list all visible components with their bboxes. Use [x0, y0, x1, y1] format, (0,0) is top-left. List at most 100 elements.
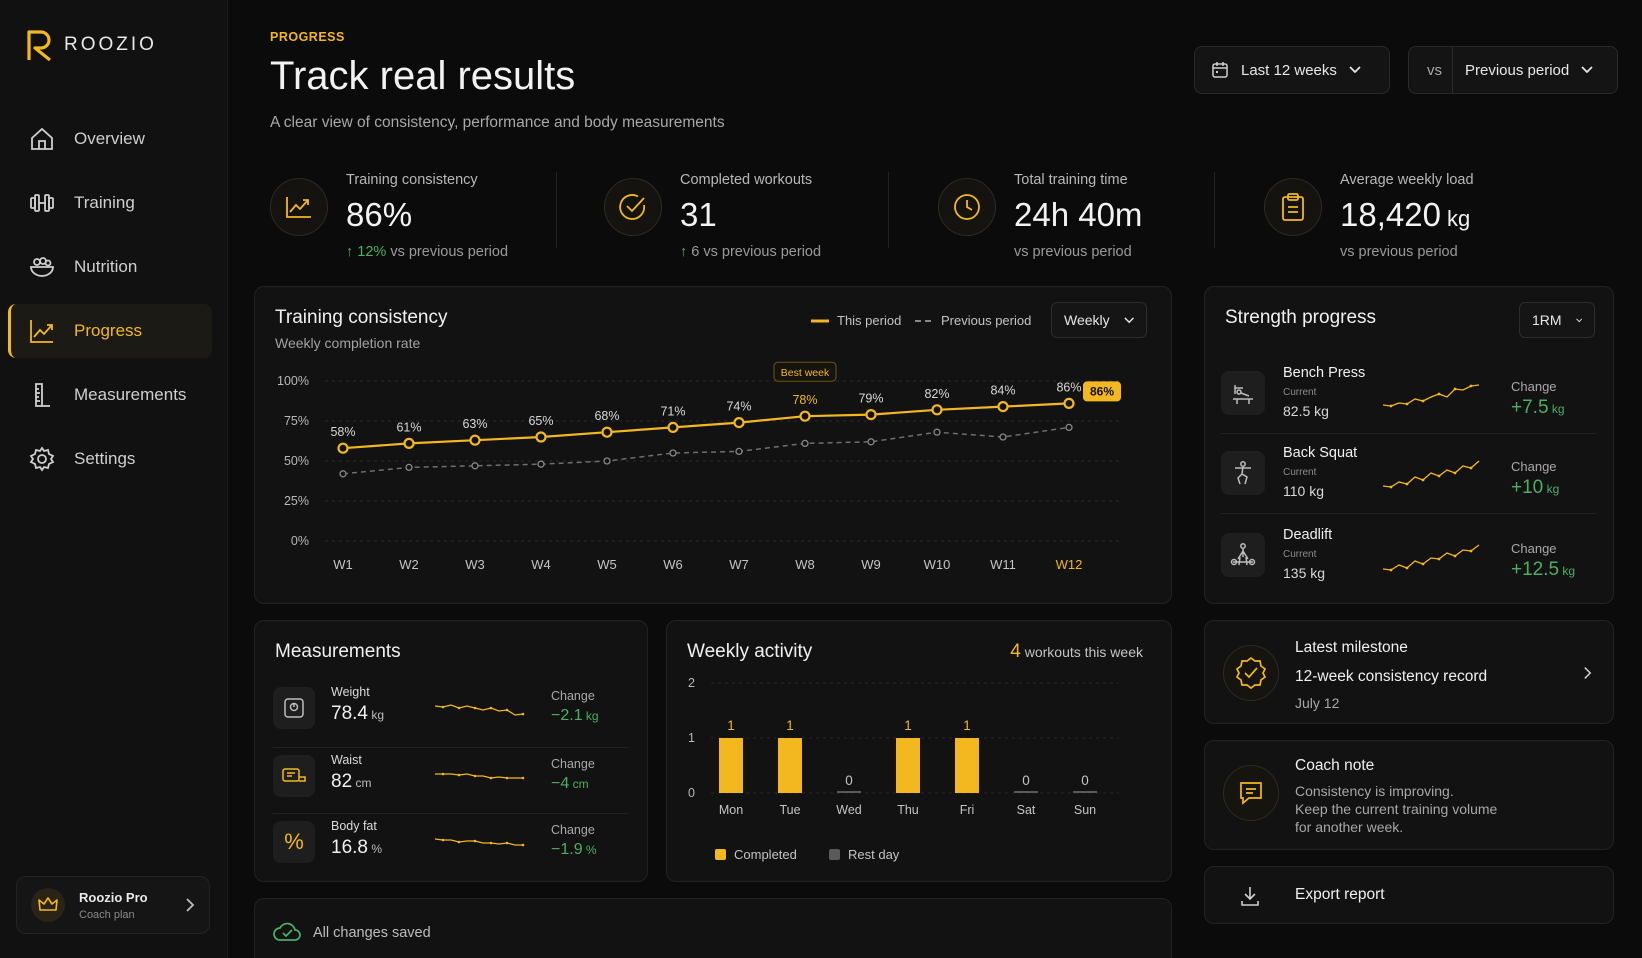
sidebar-item-overview[interactable]: Overview — [8, 112, 212, 166]
x-tick-label: W8 — [795, 557, 815, 572]
data-label: 84% — [990, 384, 1015, 398]
gear-icon — [29, 446, 55, 472]
x-tick-label: W7 — [729, 557, 749, 572]
strength-row-back-squat[interactable]: Back Squat Current 110 kg Change +10 kg — [1221, 437, 1581, 517]
compare-dropdown[interactable]: vs Previous period — [1408, 46, 1618, 94]
main-content: PROGRESS Track real results A clear view… — [228, 0, 1642, 958]
this-period-point — [337, 442, 349, 454]
change-label: Change — [551, 689, 595, 703]
exercise-name: Bench Press — [1283, 365, 1366, 381]
interval-dropdown[interactable]: Weekly — [1051, 302, 1147, 338]
kpi-value: 18,420 kg — [1340, 196, 1471, 233]
brand-logo[interactable]: ROOZIO — [26, 28, 157, 62]
measurement-row-body-fat[interactable]: % Body fat 16.8 % Change −1.9 % — [273, 811, 613, 875]
check-circle-icon — [604, 178, 662, 236]
change-label: Change — [1511, 541, 1557, 556]
y-tick-label: 100% — [277, 374, 309, 388]
row-divider — [273, 813, 629, 814]
x-tick-label: W9 — [861, 557, 881, 572]
sidebar-item-measurements[interactable]: Measurements — [8, 368, 212, 422]
sidebar-item-progress[interactable]: Progress — [8, 304, 212, 358]
consistency-line-chart: 0% 25% 50% 75% 100% W1 W2 W3 W4 W5 W6 W7 W8 W9 W10 W11 W… — [277, 361, 1121, 572]
chart-icon — [30, 320, 53, 343]
export-report-button[interactable]: Export report — [1204, 866, 1614, 924]
data-label: 61% — [396, 420, 421, 434]
sidebar-item-label: Measurements — [74, 385, 187, 404]
this-period-point — [799, 410, 811, 422]
this-period-point — [469, 434, 481, 446]
strength-row-deadlift[interactable]: Deadlift Current 135 kg Change +12.5 kg — [1221, 519, 1581, 599]
consistency-card: Training consistency Weekly completion r… — [254, 286, 1172, 604]
current-value-badge — [1083, 381, 1121, 402]
crown-icon — [31, 888, 65, 922]
previous-period-point — [537, 460, 545, 468]
milestone-card[interactable]: Latest milestone 12-week consistency rec… — [1204, 620, 1614, 724]
kpi-label: Average weekly load — [1340, 172, 1474, 188]
chevron-down-icon — [1581, 66, 1593, 74]
bench-press-icon — [1221, 371, 1265, 415]
milestone-date: July 12 — [1295, 695, 1340, 711]
this-period-point — [403, 437, 415, 449]
previous-period-point — [735, 447, 743, 456]
change-value: +12.5 kg — [1511, 559, 1576, 580]
y-tick-label: 0 — [688, 786, 695, 800]
x-tick-label: W6 — [663, 557, 683, 572]
row-divider — [273, 747, 629, 748]
current-value-label: 86% — [1090, 384, 1114, 398]
rest-day-bar — [1014, 791, 1038, 793]
change-value: −4 cm — [551, 775, 589, 792]
chevron-right-icon — [186, 898, 195, 912]
data-label: 58% — [330, 425, 355, 439]
x-tick-label: W1 — [333, 557, 353, 572]
measurement-row-waist[interactable]: Waist 82 cm Change −4 cm — [273, 745, 613, 809]
chevron-down-icon — [1349, 66, 1361, 74]
sidebar-item-label: Nutrition — [74, 257, 138, 276]
sidebar-item-settings[interactable]: Settings — [8, 432, 212, 486]
data-label: 63% — [462, 417, 487, 431]
measurement-sparkline — [435, 772, 525, 780]
activity-bar — [719, 738, 743, 793]
strength-row-bench-press[interactable]: Bench Press Current 82.5 kg Change +7.5 … — [1221, 357, 1581, 437]
save-status-text: All changes saved — [313, 925, 431, 941]
bowl-icon — [30, 257, 54, 277]
measurement-value: 78.4 kg — [331, 703, 384, 724]
data-label: 86% — [1056, 380, 1081, 394]
data-label: 71% — [660, 404, 685, 418]
previous-period-point — [603, 457, 611, 465]
sidebar-item-nutrition[interactable]: Nutrition — [8, 240, 212, 294]
date-range-label: Last 12 weeks — [1241, 61, 1337, 79]
activity-bar — [955, 738, 979, 793]
x-tick-label: W11 — [990, 557, 1016, 572]
measurement-sparkline — [434, 704, 525, 716]
metric-label: 1RM — [1532, 312, 1562, 328]
kpi-training-consistency: Training consistency 86% ↑ 12% vs previo… — [270, 164, 508, 264]
change-value: −2.1 kg — [551, 707, 599, 724]
plan-card[interactable]: Roozio Pro Coach plan — [16, 876, 210, 934]
coach-heading: Coach note — [1295, 757, 1375, 774]
measurements-card: Measurements Weight 78.4 kg Change −2.1 … — [254, 620, 648, 882]
this-period-line — [342, 402, 1070, 450]
sidebar-item-label: Settings — [74, 449, 136, 468]
trend-icon — [270, 178, 328, 236]
kpi-value: 24h 40m — [1014, 196, 1143, 233]
previous-period-line — [342, 426, 1070, 475]
legend-previous-period: Previous period — [915, 313, 1031, 328]
dumbbell-icon — [30, 194, 54, 212]
export-label: Export report — [1295, 886, 1385, 903]
metric-dropdown[interactable]: 1RM — [1519, 302, 1595, 338]
strength-sparkline — [1382, 544, 1480, 572]
sidebar-item-training[interactable]: Training — [8, 176, 212, 230]
measurement-row-weight[interactable]: Weight 78.4 kg Change −2.1 kg — [273, 677, 613, 741]
change-value: +7.5 kg — [1511, 397, 1565, 418]
change-label: Change — [551, 823, 595, 837]
strength-title: Strength progress — [1225, 307, 1377, 328]
previous-period-point — [999, 433, 1007, 441]
kpi-divider — [1214, 172, 1215, 248]
sidebar-item-label: Training — [74, 193, 135, 212]
exercise-name: Deadlift — [1283, 527, 1333, 543]
chevron-right-icon — [1584, 667, 1592, 679]
date-range-dropdown[interactable]: Last 12 weeks — [1194, 46, 1390, 94]
roozio-logo-icon — [27, 30, 51, 62]
rest-day-bar — [837, 791, 861, 793]
data-label: 82% — [924, 387, 949, 401]
